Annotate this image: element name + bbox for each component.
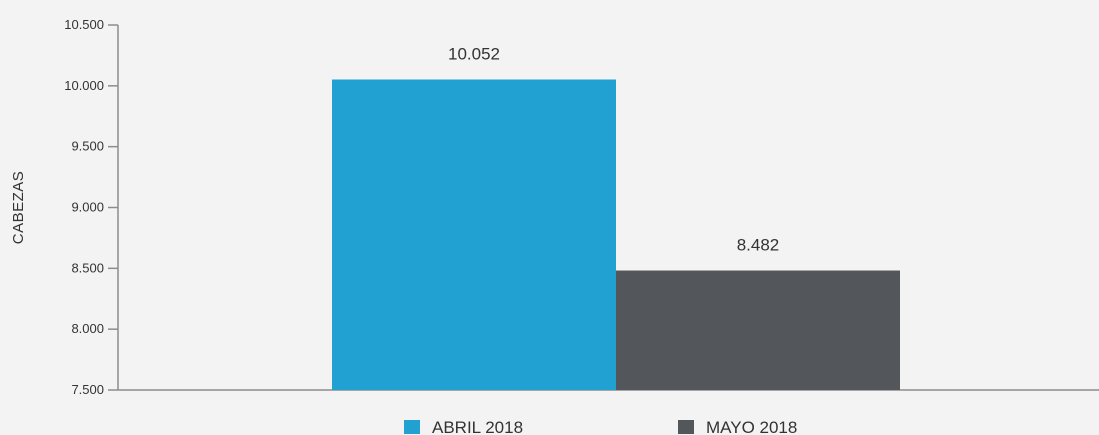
legend-label-1: ABRIL 2018: [432, 418, 523, 435]
y-axis-title: CABEZAS: [10, 171, 27, 245]
y-tick-label: 9.500: [71, 139, 104, 154]
y-tick-label: 10.000: [64, 78, 104, 93]
bar-2: [616, 270, 900, 390]
y-axis: 7.500 8.000 8.500 9.000 9.500 10.000 10.500: [64, 17, 119, 397]
y-tick-label: 7.500: [71, 382, 104, 397]
legend-swatch-1: [404, 420, 420, 434]
legend-swatch-2: [678, 420, 694, 434]
data-labels: 10.052 8.482: [448, 45, 779, 255]
y-tick-label: 10.500: [64, 17, 104, 32]
data-label-2: 8.482: [737, 236, 780, 255]
y-tick-label: 8.500: [71, 260, 104, 275]
bar-1: [332, 79, 616, 391]
data-label-1: 10.052: [448, 45, 500, 64]
legend-label-2: MAYO 2018: [706, 418, 797, 435]
bars: [332, 79, 900, 391]
y-tick-label: 8.000: [71, 321, 104, 336]
legend: ABRIL 2018 MAYO 2018: [404, 418, 797, 435]
y-tick-label: 9.000: [71, 200, 104, 215]
